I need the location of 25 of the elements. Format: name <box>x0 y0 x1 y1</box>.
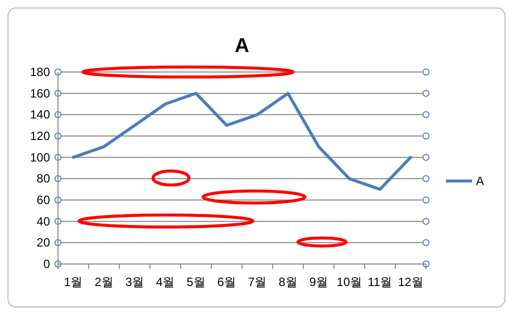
y-tick-label: 0 <box>43 257 50 271</box>
x-tick-label: 7월 <box>248 275 267 289</box>
y-tick-label: 160 <box>30 86 50 100</box>
x-tick-label: 12월 <box>398 275 424 289</box>
y-tick-label: 180 <box>30 65 50 79</box>
x-tick-label: 2월 <box>94 275 114 289</box>
x-tick-label: 6월 <box>217 275 236 289</box>
x-tick-label: 1월 <box>64 275 83 289</box>
y-tick-label: 80 <box>36 172 50 186</box>
line-series <box>72 92 412 191</box>
y-tick-label: 100 <box>30 150 50 164</box>
chart-title: A <box>234 35 250 57</box>
legend-label: A <box>476 174 484 188</box>
x-tick-label: 4월 <box>156 275 175 289</box>
y-tick-label: 120 <box>30 129 50 143</box>
x-tick-label: 11월 <box>368 275 392 289</box>
y-tick-label: 60 <box>36 193 50 207</box>
x-tick-label: 3월 <box>125 275 144 289</box>
x-tick-label: 5월 <box>186 275 206 289</box>
y-tick-label: 20 <box>36 236 50 250</box>
y-tick-label: 40 <box>36 214 50 228</box>
x-tick-label: 9월 <box>309 275 328 289</box>
y-tick-label: 140 <box>30 108 50 122</box>
x-tick-label: 10월 <box>336 275 362 289</box>
x-tick-label: 8월 <box>278 275 298 289</box>
